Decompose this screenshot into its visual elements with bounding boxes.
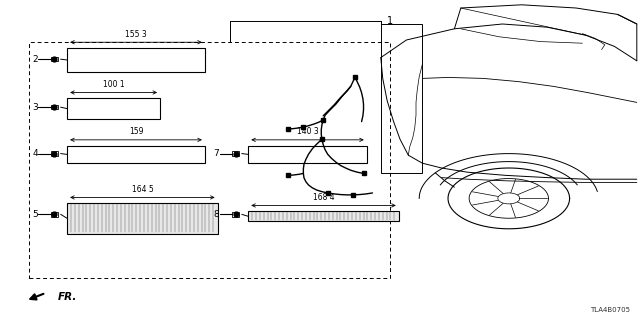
Text: 5: 5 <box>33 210 38 219</box>
Bar <box>67 203 218 234</box>
Bar <box>51 57 58 61</box>
Text: 8: 8 <box>213 210 219 219</box>
Text: 100 1: 100 1 <box>103 80 124 89</box>
Bar <box>232 212 239 217</box>
Bar <box>232 151 239 156</box>
Bar <box>248 211 399 221</box>
Bar <box>381 24 422 173</box>
Text: 7: 7 <box>213 149 219 158</box>
Bar <box>67 48 205 72</box>
Text: 164 5: 164 5 <box>132 185 153 194</box>
Text: TLA4B0705: TLA4B0705 <box>590 307 630 313</box>
Text: 2: 2 <box>33 55 38 64</box>
Text: 140 3: 140 3 <box>297 127 318 136</box>
Text: 1: 1 <box>387 16 394 26</box>
Text: 159: 159 <box>129 127 143 136</box>
Bar <box>51 212 58 217</box>
Text: 155 3: 155 3 <box>125 30 147 39</box>
Bar <box>51 105 58 109</box>
Text: FR.: FR. <box>58 292 77 302</box>
Bar <box>51 151 58 156</box>
Bar <box>67 146 205 163</box>
Bar <box>248 146 367 163</box>
Text: 3: 3 <box>33 103 38 112</box>
Text: 168 4: 168 4 <box>313 193 334 202</box>
Bar <box>29 42 390 278</box>
Bar <box>67 98 160 119</box>
Text: 4: 4 <box>33 149 38 158</box>
